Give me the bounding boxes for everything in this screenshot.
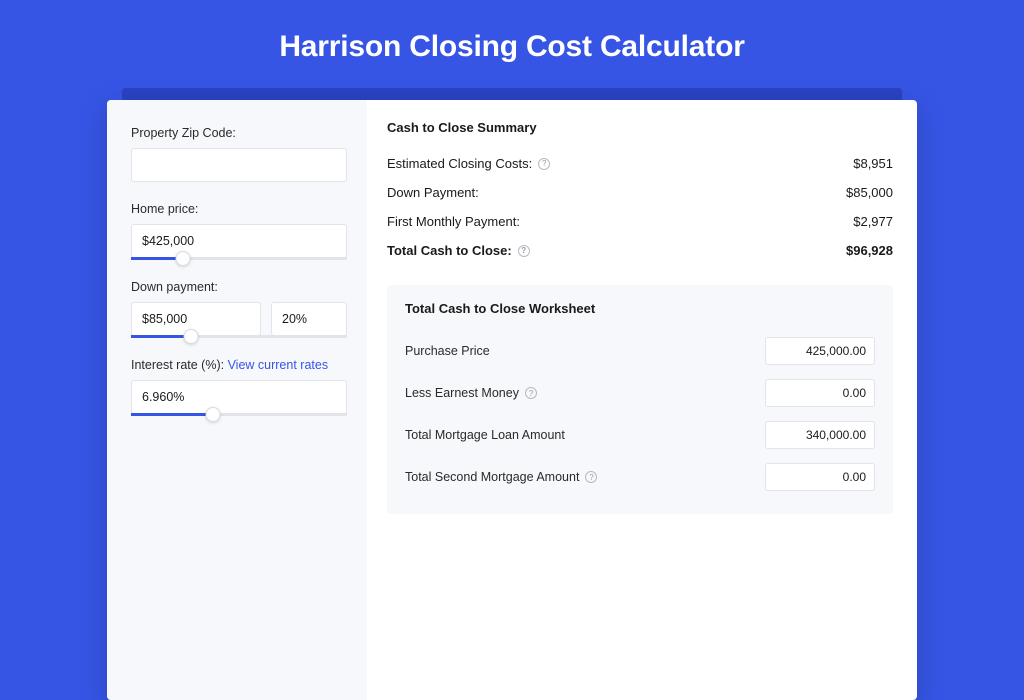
page-title: Harrison Closing Cost Calculator — [0, 0, 1024, 88]
results-panel: Cash to Close Summary Estimated Closing … — [367, 100, 917, 700]
help-icon[interactable]: ? — [538, 158, 550, 170]
calculator-card: Property Zip Code: Home price: Down paym… — [107, 100, 917, 700]
home-price-slider-handle[interactable] — [175, 251, 190, 266]
summary-row-label: Down Payment: — [387, 185, 479, 200]
interest-rate-input[interactable] — [131, 380, 347, 414]
interest-rate-label: Interest rate (%): View current rates — [131, 358, 347, 372]
interest-rate-field-group: Interest rate (%): View current rates — [131, 358, 347, 416]
interest-rate-label-text: Interest rate (%): — [131, 358, 228, 372]
worksheet-row-label: Purchase Price — [405, 344, 490, 358]
help-icon[interactable]: ? — [518, 245, 530, 257]
mortgage-loan-input[interactable] — [765, 421, 875, 449]
home-price-field-group: Home price: — [131, 202, 347, 260]
worksheet-panel: Total Cash to Close Worksheet Purchase P… — [387, 285, 893, 514]
worksheet-row-label: Total Mortgage Loan Amount — [405, 428, 565, 442]
worksheet-row-label: Less Earnest Money — [405, 386, 519, 400]
summary-row-total: Total Cash to Close: ? $96,928 — [387, 236, 893, 265]
summary-row-label: First Monthly Payment: — [387, 214, 520, 229]
down-payment-slider-fill — [131, 335, 191, 338]
down-payment-slider-wrap — [131, 302, 347, 338]
summary-row: Down Payment: $85,000 — [387, 178, 893, 207]
worksheet-row: Total Mortgage Loan Amount — [405, 414, 875, 456]
summary-row-label: Total Cash to Close: — [387, 243, 512, 258]
earnest-money-input[interactable] — [765, 379, 875, 407]
summary-row-label: Estimated Closing Costs: — [387, 156, 532, 171]
worksheet-title: Total Cash to Close Worksheet — [405, 301, 875, 316]
inputs-panel: Property Zip Code: Home price: Down paym… — [107, 100, 367, 700]
help-icon[interactable]: ? — [525, 387, 537, 399]
down-payment-inputs-row — [131, 302, 347, 336]
summary-row-value: $8,951 — [853, 156, 893, 171]
home-price-slider[interactable] — [131, 257, 347, 260]
summary-row-value: $96,928 — [846, 243, 893, 258]
down-payment-slider-handle[interactable] — [184, 329, 199, 344]
home-price-slider-wrap — [131, 224, 347, 260]
interest-rate-slider-handle[interactable] — [206, 407, 221, 422]
interest-rate-slider-fill — [131, 413, 213, 416]
summary-title: Cash to Close Summary — [387, 120, 893, 135]
interest-rate-slider[interactable] — [131, 413, 347, 416]
zip-label: Property Zip Code: — [131, 126, 347, 140]
down-payment-label: Down payment: — [131, 280, 347, 294]
view-rates-link[interactable]: View current rates — [228, 358, 329, 372]
zip-input[interactable] — [131, 148, 347, 182]
purchase-price-input[interactable] — [765, 337, 875, 365]
zip-field-group: Property Zip Code: — [131, 126, 347, 182]
summary-row-value: $2,977 — [853, 214, 893, 229]
home-price-label: Home price: — [131, 202, 347, 216]
down-payment-pct-input[interactable] — [271, 302, 347, 336]
down-payment-field-group: Down payment: — [131, 280, 347, 338]
summary-row: First Monthly Payment: $2,977 — [387, 207, 893, 236]
home-price-input[interactable] — [131, 224, 347, 258]
worksheet-row: Total Second Mortgage Amount ? — [405, 456, 875, 498]
worksheet-row-label: Total Second Mortgage Amount — [405, 470, 579, 484]
help-icon[interactable]: ? — [585, 471, 597, 483]
summary-row-value: $85,000 — [846, 185, 893, 200]
worksheet-row: Less Earnest Money ? — [405, 372, 875, 414]
interest-rate-slider-wrap — [131, 380, 347, 416]
second-mortgage-input[interactable] — [765, 463, 875, 491]
worksheet-row: Purchase Price — [405, 330, 875, 372]
summary-row: Estimated Closing Costs: ? $8,951 — [387, 149, 893, 178]
down-payment-slider[interactable] — [131, 335, 347, 338]
